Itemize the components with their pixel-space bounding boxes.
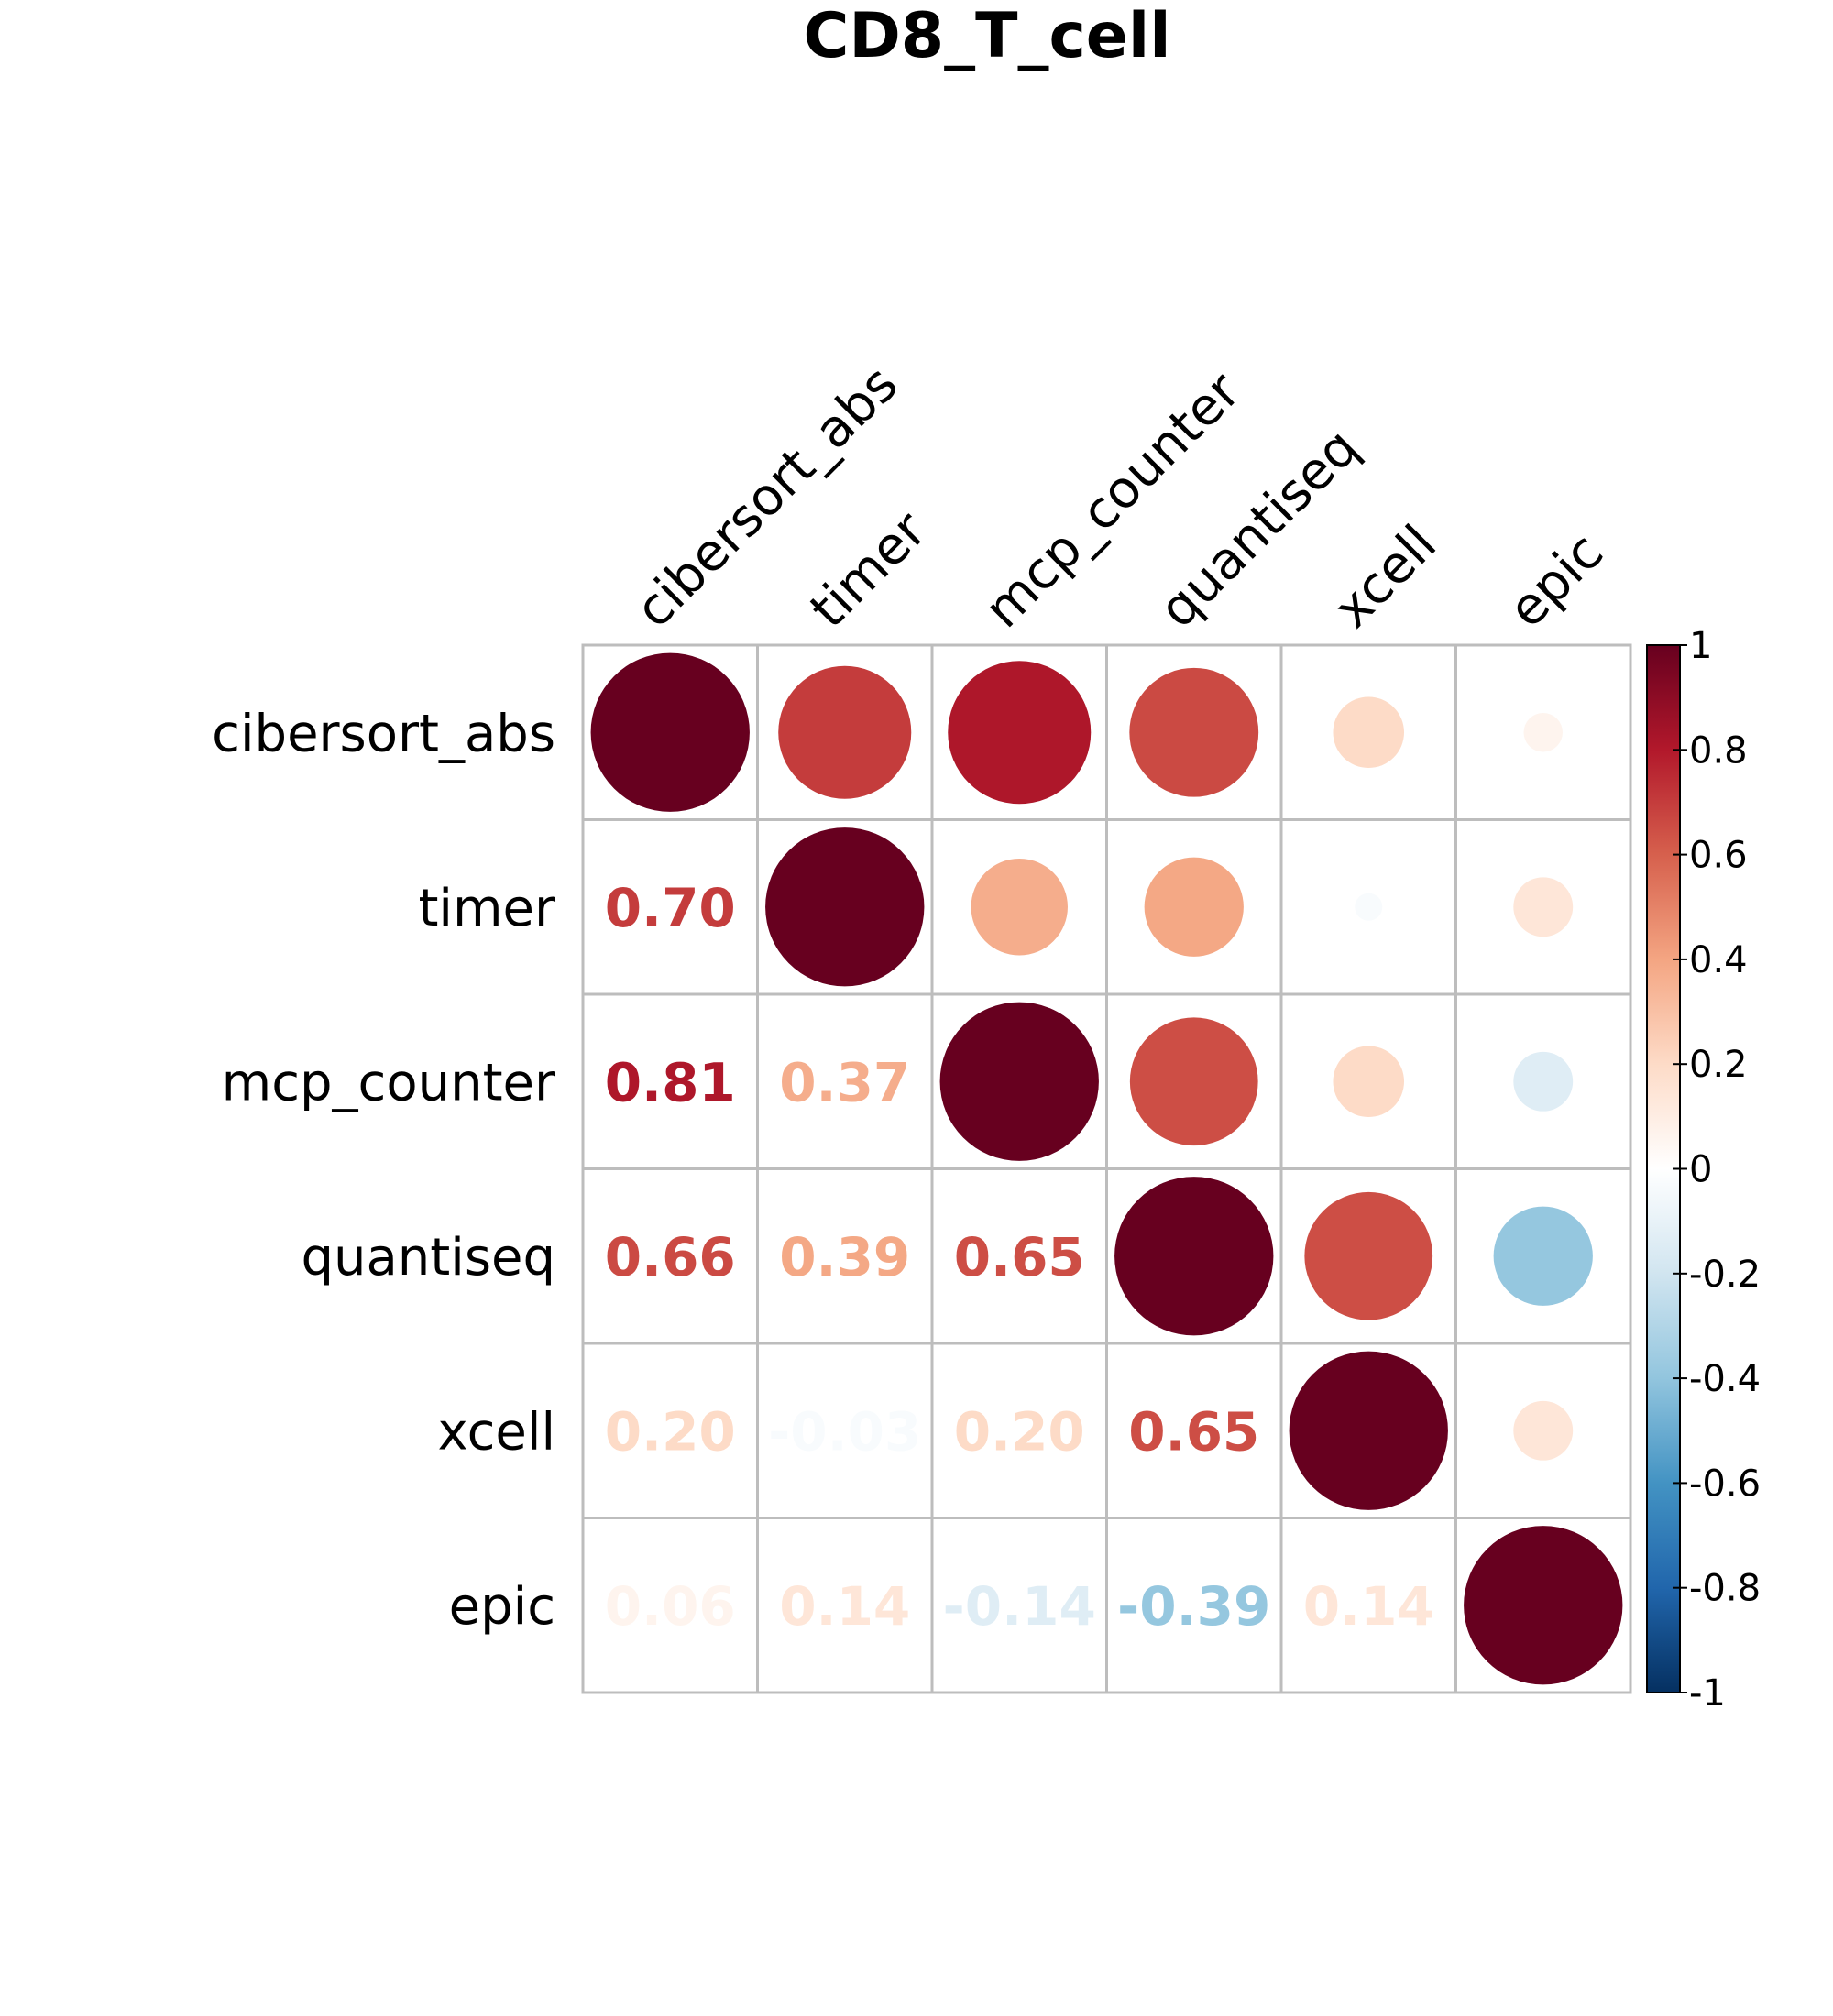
colorbar-tick-label: 0.6 xyxy=(1689,835,1748,877)
colorbar-tick-label: -0.2 xyxy=(1689,1254,1761,1296)
colorbar-tick-label: -0.4 xyxy=(1689,1358,1761,1400)
corr-value-epic-timer: 0.14 xyxy=(779,1575,910,1638)
corr-circle-cibersort_abs-epic xyxy=(1523,713,1563,752)
colorbar-tick-label: -0.8 xyxy=(1689,1568,1761,1610)
corr-circle-cibersort_abs-timer xyxy=(778,665,912,799)
corr-circle-quantiseq-xcell xyxy=(1304,1191,1433,1320)
corr-value-quantiseq-mcp_counter: 0.65 xyxy=(954,1226,1085,1288)
corr-circle-cibersort_abs-cibersort_abs xyxy=(590,652,750,812)
corr-value-epic-cibersort_abs: 0.06 xyxy=(605,1575,736,1638)
corr-circle-mcp_counter-epic xyxy=(1513,1051,1574,1112)
chart-title: CD8_T_cell xyxy=(803,0,1170,72)
row-label-quantiseq: quantiseq xyxy=(301,1228,555,1287)
correlation-grid xyxy=(581,643,1632,1694)
corr-circle-mcp_counter-xcell xyxy=(1333,1046,1405,1118)
corr-value-mcp_counter-timer: 0.37 xyxy=(779,1051,910,1113)
corr-circle-quantiseq-epic xyxy=(1493,1206,1593,1306)
corr-circle-timer-mcp_counter xyxy=(971,859,1068,956)
colorbar-tick-label: -0.6 xyxy=(1689,1463,1761,1505)
grid-cell-epic-epic xyxy=(1454,1517,1632,1694)
corr-circle-epic-epic xyxy=(1464,1526,1623,1685)
row-label-cibersort_abs: cibersort_abs xyxy=(212,704,555,763)
colorbar-tick-label: 0 xyxy=(1689,1149,1712,1191)
corr-value-quantiseq-cibersort_abs: 0.66 xyxy=(605,1226,736,1288)
row-label-epic: epic xyxy=(449,1577,555,1637)
corr-value-xcell-timer: -0.03 xyxy=(768,1400,921,1463)
corr-circle-mcp_counter-quantiseq xyxy=(1129,1017,1258,1146)
corr-circle-timer-epic xyxy=(1513,877,1574,937)
corr-circle-xcell-epic xyxy=(1513,1400,1574,1461)
corr-circle-xcell-xcell xyxy=(1289,1351,1448,1510)
corr-circle-quantiseq-quantiseq xyxy=(1114,1177,1274,1336)
corr-circle-cibersort_abs-quantiseq xyxy=(1129,667,1259,797)
colorbar: 1 0.8 0.6 0.4 0.2 0 -0.2 -0.4 -0.6 -0.8 -1 xyxy=(1646,625,1761,1715)
corr-value-xcell-cibersort_abs: 0.20 xyxy=(605,1400,736,1463)
corr-value-timer-cibersort_abs: 0.70 xyxy=(605,877,736,939)
corr-value-xcell-quantiseq: 0.65 xyxy=(1128,1400,1259,1463)
corr-circle-cibersort_abs-xcell xyxy=(1333,696,1405,769)
col-label-timer: timer xyxy=(799,500,938,640)
colorbar-tick-label: 0.2 xyxy=(1689,1044,1748,1086)
col-label-epic: epic xyxy=(1498,522,1615,640)
row-label-mcp_counter: mcp_counter xyxy=(222,1053,556,1112)
corr-circle-mcp_counter-mcp_counter xyxy=(939,1002,1099,1161)
corr-circle-cibersort_abs-mcp_counter xyxy=(948,661,1092,805)
colorbar-tick-label: 0.8 xyxy=(1689,729,1748,772)
colorbar-tick-label: 1 xyxy=(1689,625,1712,667)
corr-value-mcp_counter-cibersort_abs: 0.81 xyxy=(605,1051,736,1113)
corr-circle-timer-quantiseq xyxy=(1144,857,1244,957)
corr-value-epic-mcp_counter: -0.14 xyxy=(943,1575,1096,1638)
corr-value-xcell-mcp_counter: 0.20 xyxy=(954,1400,1085,1463)
corr-circle-timer-xcell xyxy=(1355,893,1383,921)
colorbar-tick-label: 0.4 xyxy=(1689,939,1748,981)
corr-value-epic-xcell: 0.14 xyxy=(1303,1575,1434,1638)
corr-circle-timer-timer xyxy=(765,827,925,987)
corr-value-quantiseq-timer: 0.39 xyxy=(779,1226,910,1288)
col-label-xcell: xcell xyxy=(1323,514,1448,640)
row-label-timer: timer xyxy=(418,879,556,938)
corr-value-epic-quantiseq: -0.39 xyxy=(1117,1575,1270,1638)
correlation-marks: 0.70 0.81 0.37 0.66 0.39 0.65 0.20 -0.03 0.20 0.6… xyxy=(590,652,1623,1685)
colorbar-tick-label: -1 xyxy=(1689,1672,1726,1715)
row-label-xcell: xcell xyxy=(437,1402,555,1462)
